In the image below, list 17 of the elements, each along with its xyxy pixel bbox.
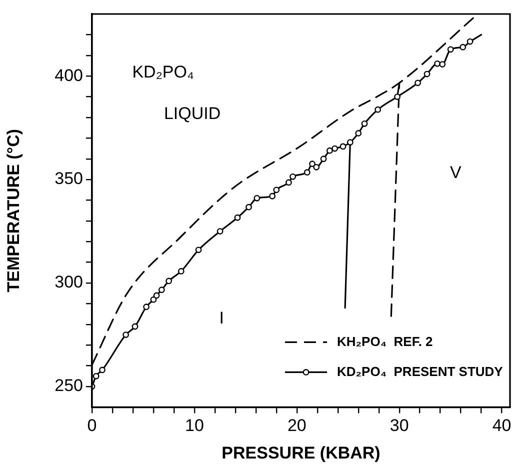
x-tick-label: 40 [492,416,512,436]
x-tick-label: 20 [287,416,306,436]
annotation: I [219,308,224,328]
y-tick-label: 350 [54,169,83,188]
x-tick-label: 30 [390,416,409,436]
x-tick-label: 10 [184,416,204,436]
legend-label: KD₂PO₄ PRESENT STUDY [337,364,504,379]
annotation: LIQUID [164,104,221,123]
annotation: KD₂PO₄ [132,62,194,82]
annotation: V [450,162,462,182]
x-tick-label: 0 [87,416,97,436]
legend-label: KH₂PO₄ REF. 2 [337,334,433,349]
x-axis-title: PRESSURE (KBAR) [222,443,380,462]
y-tick-label: 400 [54,66,83,85]
y-tick-label: 250 [54,376,83,396]
y-tick-label: 300 [54,272,83,292]
y-axis-title: TEMPERATURE (°C) [4,128,23,292]
